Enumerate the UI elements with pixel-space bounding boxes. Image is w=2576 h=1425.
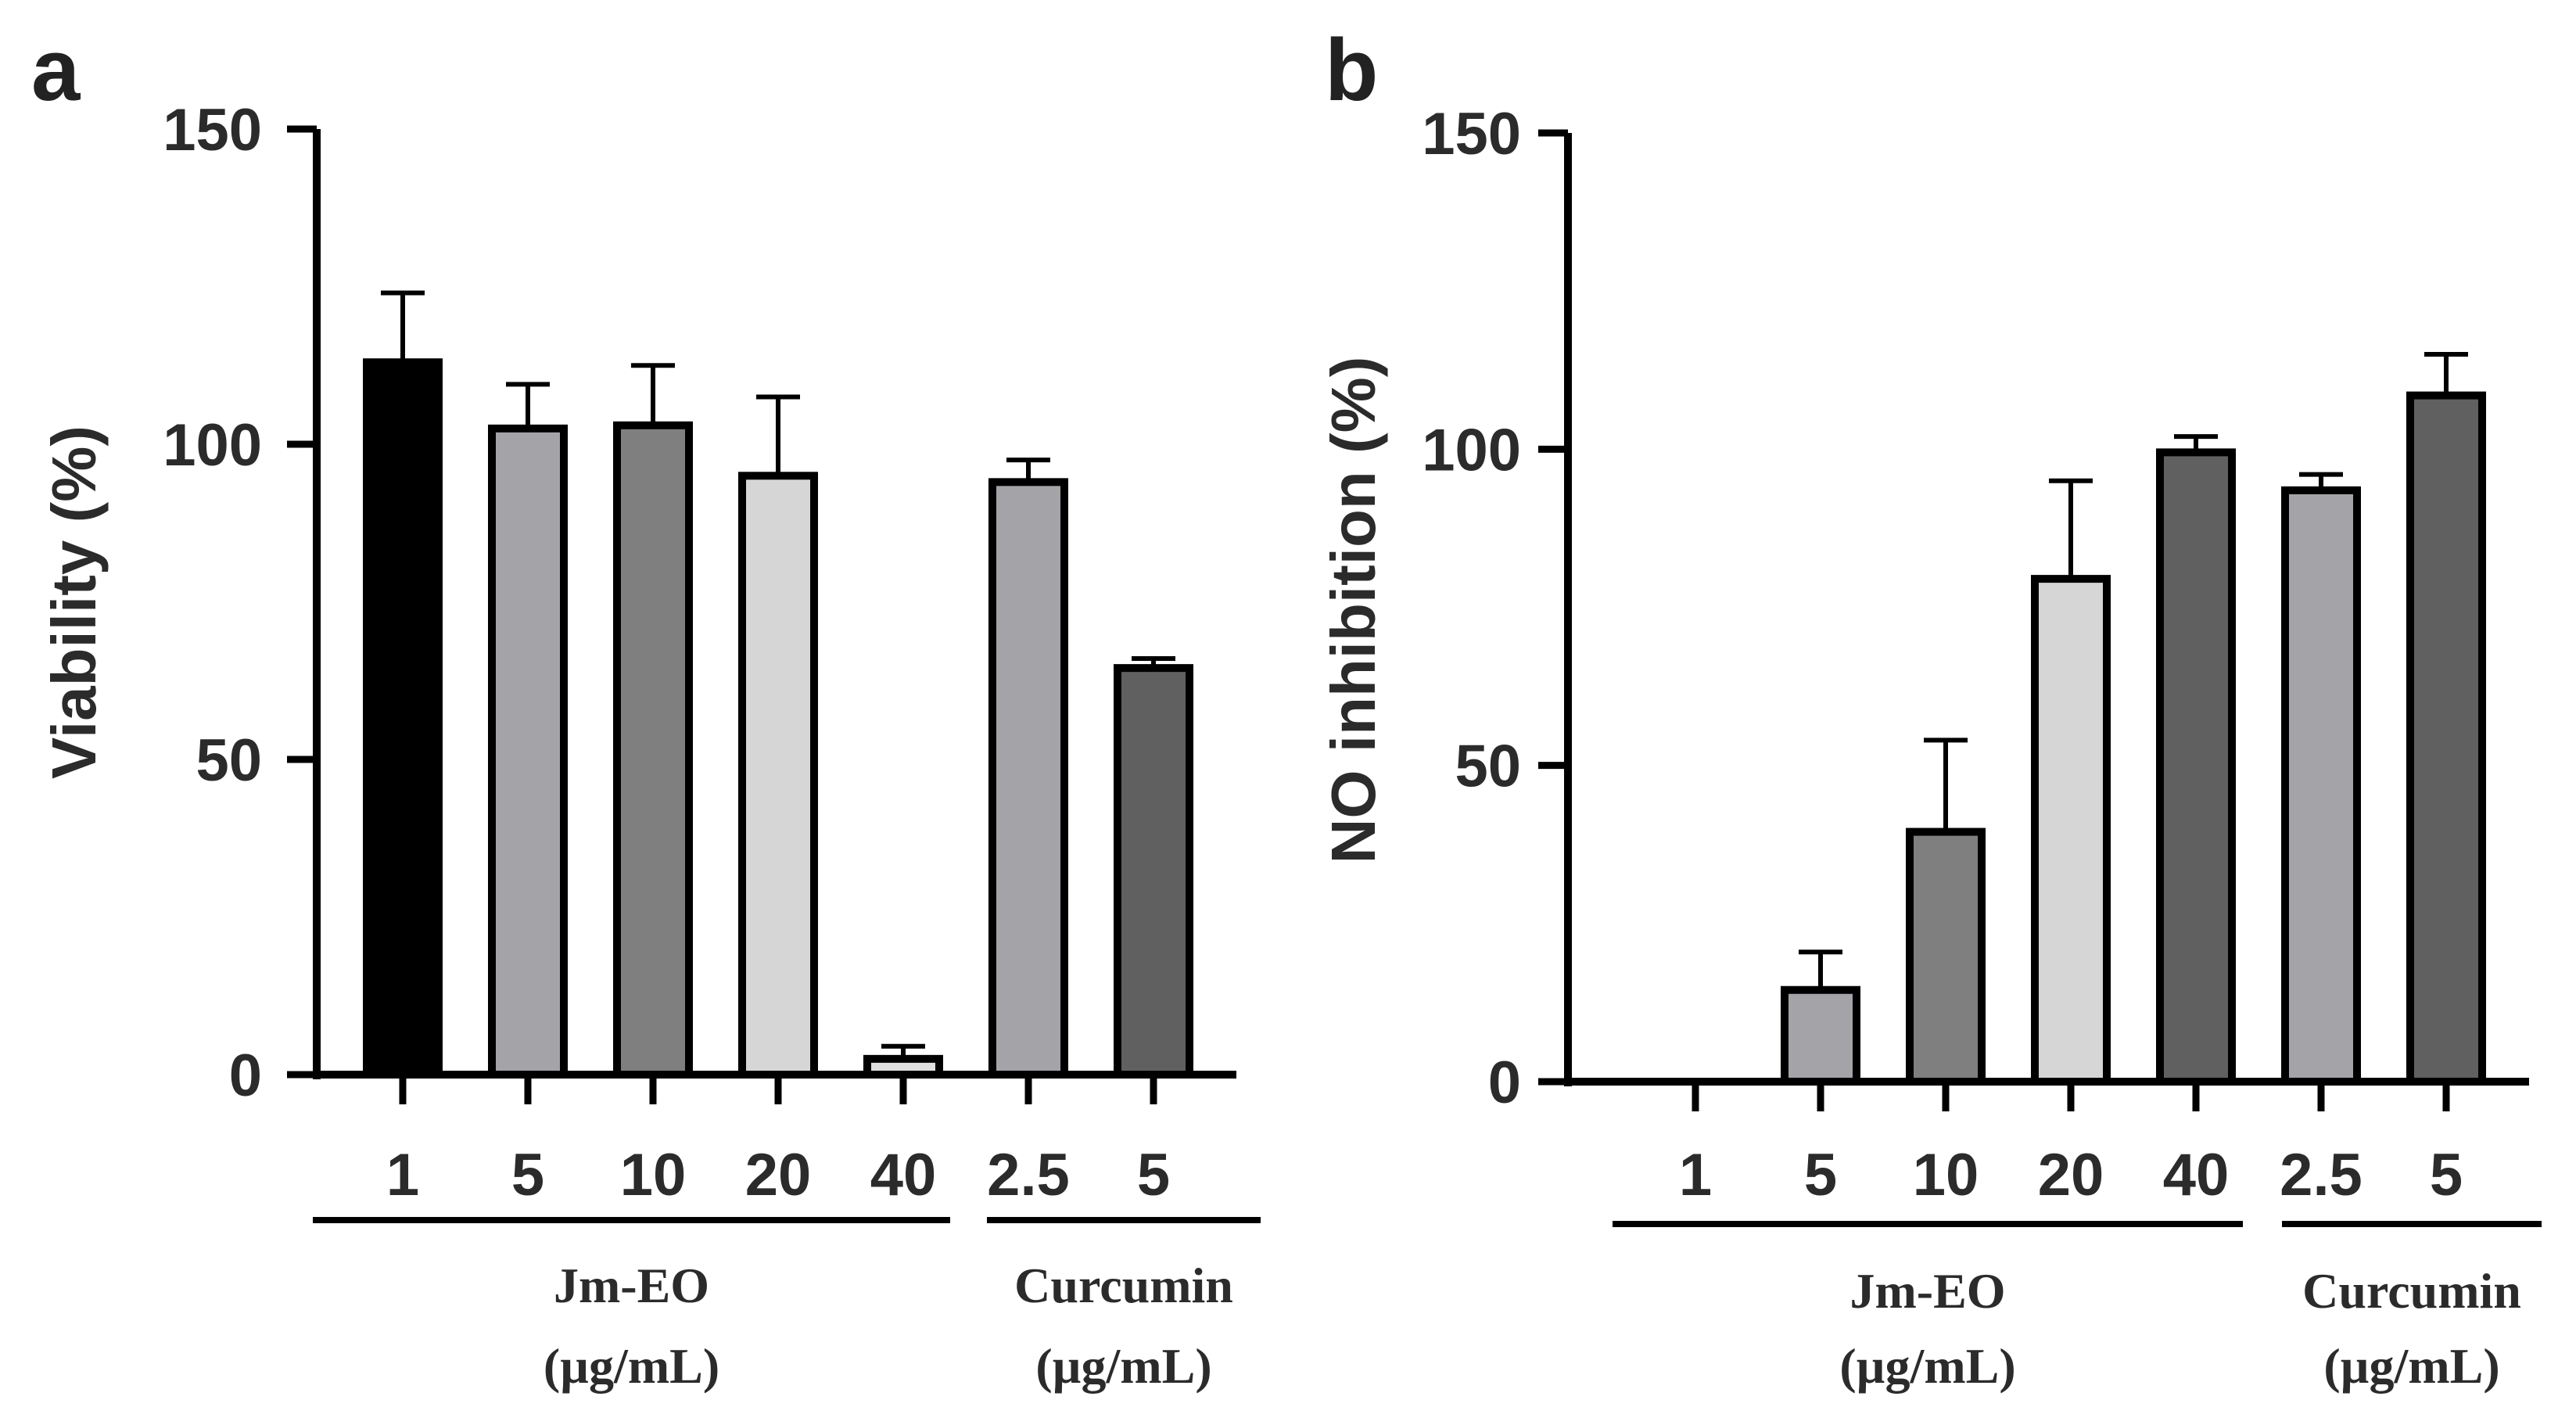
bars-b — [1692, 352, 2486, 1111]
axes-a: 0 50 100 150 — [163, 97, 1236, 1109]
group-unit-b: (µg/mL) — [1839, 1338, 2015, 1394]
group-brackets-a: Jm-EO (µg/mL) Curcumin (µg/mL) — [313, 1217, 1261, 1394]
group-unit-b: (µg/mL) — [2323, 1338, 2499, 1394]
bars-a — [363, 290, 1193, 1104]
x-tick-label-b: 5 — [2430, 1142, 2463, 1208]
bar-a — [363, 358, 443, 1079]
group-name-b: Curcumin — [2302, 1263, 2521, 1319]
bar-a — [863, 1054, 943, 1079]
bar-a — [613, 421, 693, 1079]
category-labels-a: 1 5 10 20 40 2.5 5 — [386, 1142, 1170, 1208]
y-tick-label-b: 50 — [1455, 734, 1521, 800]
group-name-b: Jm-EO — [1849, 1263, 2005, 1319]
x-tick-label-b: 1 — [1679, 1142, 1712, 1208]
y-tick-label-b: 100 — [1422, 417, 1521, 483]
x-tick-label-b: 20 — [2038, 1142, 2104, 1208]
bar-b — [1781, 985, 1860, 1086]
panel-a: a Viability (%) 0 50 100 150 1 5 10 20 40 2.5 5 J… — [31, 21, 1261, 1394]
bar-a — [988, 478, 1068, 1079]
x-tick-label-b: 10 — [1913, 1142, 1979, 1208]
x-tick-label-a: 1 — [386, 1142, 419, 1208]
bar-a — [1114, 664, 1193, 1079]
panel-letter-a: a — [31, 21, 81, 119]
y-tick-label-a: 50 — [196, 727, 262, 794]
bar-b — [2156, 448, 2236, 1086]
panel-b: b NO inhibition (%) 0 50 100 150 1 5 10 20 40 2.… — [1318, 21, 2542, 1394]
y-tick-label-a: 0 — [229, 1043, 262, 1109]
x-tick-label-a: 20 — [745, 1142, 812, 1208]
bar-b — [2281, 486, 2361, 1086]
x-tick-label-a: 5 — [1137, 1142, 1170, 1208]
group-unit-a: (µg/mL) — [1035, 1338, 1211, 1394]
y-axis-title-a: Viability (%) — [39, 425, 109, 779]
y-axis-title-b: NO inhibition (%) — [1318, 357, 1388, 864]
x-tick-label-b: 40 — [2163, 1142, 2230, 1208]
group-unit-a: (µg/mL) — [544, 1338, 719, 1394]
x-tick-label-a: 5 — [511, 1142, 544, 1208]
y-tick-label-b: 0 — [1488, 1050, 1521, 1116]
x-tick-label-a: 40 — [870, 1142, 937, 1208]
group-name-a: Jm-EO — [554, 1258, 709, 1313]
bar-b — [1906, 827, 1986, 1086]
bar-a — [488, 424, 568, 1079]
x-tick-label-a: 10 — [620, 1142, 687, 1208]
y-tick-label-a: 100 — [163, 412, 262, 479]
x-tick-label-a: 2.5 — [987, 1142, 1070, 1208]
group-brackets-b: Jm-EO (µg/mL) Curcumin (µg/mL) — [1613, 1221, 2542, 1394]
group-name-a: Curcumin — [1014, 1258, 1233, 1313]
bar-b — [2406, 391, 2486, 1086]
bar-b — [2031, 575, 2111, 1086]
y-tick-label-a: 150 — [163, 97, 262, 163]
x-tick-label-b: 2.5 — [2280, 1142, 2363, 1208]
y-tick-label-b: 150 — [1422, 101, 1521, 167]
category-labels-b: 1 5 10 20 40 2.5 5 — [1679, 1142, 2463, 1208]
x-tick-label-b: 5 — [1804, 1142, 1837, 1208]
panel-letter-b: b — [1325, 21, 1378, 119]
bar-a — [738, 472, 818, 1079]
